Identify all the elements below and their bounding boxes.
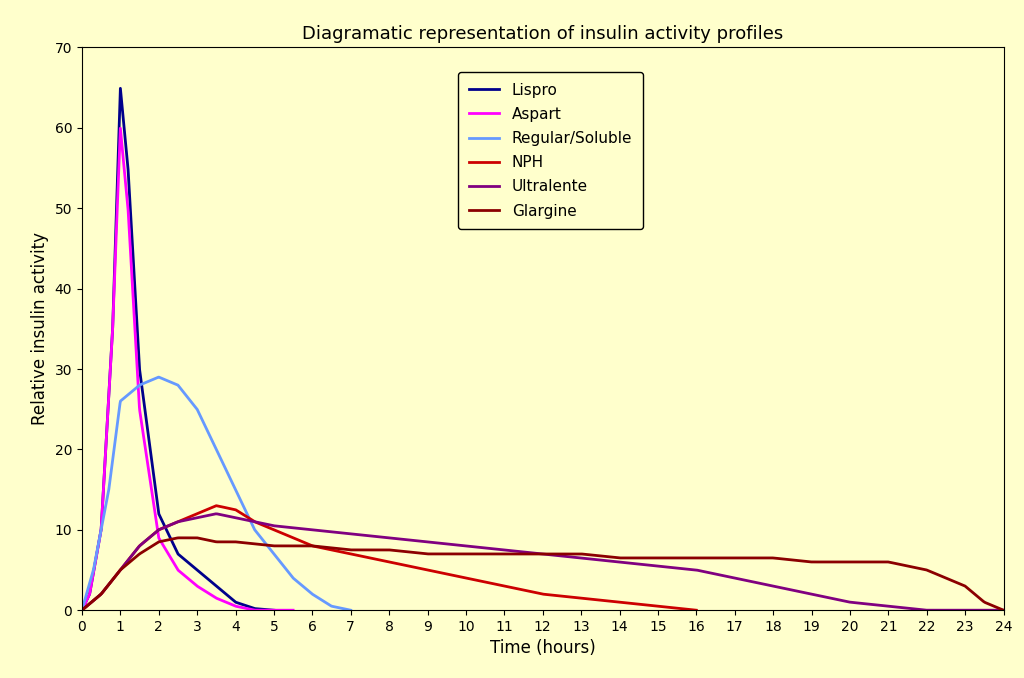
Aspart xyxy=(236,603,248,612)
Aspart xyxy=(113,151,125,159)
Aspart xyxy=(217,597,229,605)
Glargine xyxy=(771,555,783,563)
Ultralente xyxy=(621,559,633,567)
Aspart xyxy=(115,124,127,132)
NPH xyxy=(439,570,452,578)
Aspart xyxy=(130,354,142,362)
Lispro xyxy=(126,227,138,235)
Regular/Soluble xyxy=(123,389,135,397)
Lispro xyxy=(76,606,88,614)
Aspart xyxy=(76,606,88,614)
Glargine xyxy=(241,539,253,547)
Line: Ultralente: Ultralente xyxy=(82,514,1004,610)
Regular/Soluble xyxy=(234,496,247,504)
Glargine xyxy=(173,534,185,542)
NPH xyxy=(690,606,702,614)
NPH xyxy=(210,502,222,510)
Line: Aspart: Aspart xyxy=(82,128,293,610)
Ultralente xyxy=(241,516,253,524)
NPH xyxy=(234,509,247,517)
Glargine xyxy=(621,554,633,562)
Lispro xyxy=(163,532,175,540)
NPH xyxy=(184,513,197,521)
Glargine xyxy=(693,554,706,562)
Glargine xyxy=(495,550,507,558)
Lispro xyxy=(205,577,217,585)
Ultralente xyxy=(997,606,1010,614)
NPH xyxy=(540,591,552,599)
NPH xyxy=(354,552,367,560)
Lispro xyxy=(220,591,232,599)
Regular/Soluble xyxy=(198,420,210,428)
Title: Diagramatic representation of insulin activity profiles: Diagramatic representation of insulin ac… xyxy=(302,25,783,43)
Glargine xyxy=(997,606,1010,614)
Regular/Soluble xyxy=(76,606,88,614)
Regular/Soluble xyxy=(153,373,165,381)
Ultralente xyxy=(76,606,88,614)
Legend: Lispro, Aspart, Regular/Soluble, NPH, Ultralente, Glargine: Lispro, Aspart, Regular/Soluble, NPH, Ul… xyxy=(458,72,643,229)
Ultralente xyxy=(314,527,327,535)
Line: Regular/Soluble: Regular/Soluble xyxy=(82,377,350,610)
Aspart xyxy=(287,606,299,614)
Regular/Soluble xyxy=(344,606,357,614)
NPH xyxy=(487,580,500,588)
Y-axis label: Relative insulin activity: Relative insulin activity xyxy=(31,233,49,425)
Ultralente xyxy=(771,583,783,591)
Regular/Soluble xyxy=(256,535,268,543)
Line: NPH: NPH xyxy=(82,506,696,610)
Aspart xyxy=(201,588,213,596)
Lispro xyxy=(110,222,122,231)
Lispro xyxy=(115,84,127,92)
Line: Glargine: Glargine xyxy=(82,538,1004,610)
X-axis label: Time (hours): Time (hours) xyxy=(489,639,596,658)
Line: Lispro: Lispro xyxy=(82,88,274,610)
Regular/Soluble xyxy=(279,563,291,572)
Lispro xyxy=(268,606,281,614)
Aspart xyxy=(172,565,184,574)
Lispro xyxy=(189,565,202,573)
Ultralente xyxy=(495,545,507,553)
Ultralente xyxy=(210,510,222,518)
Regular/Soluble xyxy=(144,376,157,384)
Glargine xyxy=(76,606,88,614)
Ultralente xyxy=(693,567,706,575)
NPH xyxy=(76,606,88,614)
Glargine xyxy=(314,542,327,551)
